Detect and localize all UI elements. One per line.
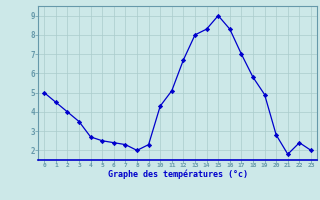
X-axis label: Graphe des températures (°c): Graphe des températures (°c): [108, 170, 248, 179]
